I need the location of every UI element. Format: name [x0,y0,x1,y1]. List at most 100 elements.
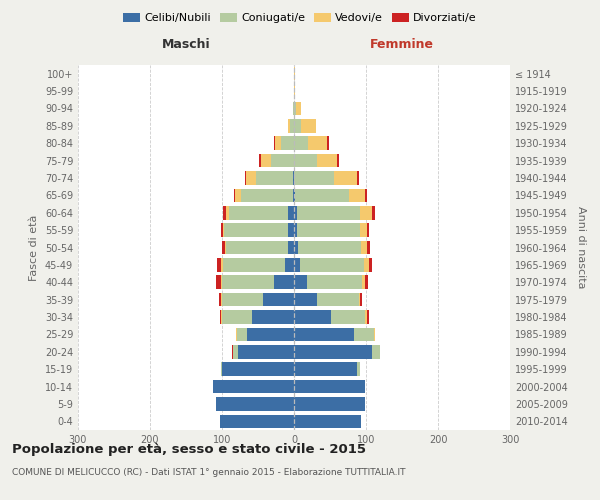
Bar [261,154,271,168]
Bar [252,310,294,324]
Bar [360,224,367,237]
Bar [223,258,286,272]
Bar [294,102,296,115]
Legend: Celibi/Nubili, Coniugati/e, Vedovi/e, Divorziati/e: Celibi/Nubili, Coniugati/e, Vedovi/e, Di… [119,8,481,28]
Bar [220,310,221,324]
Bar [334,171,358,185]
Bar [295,188,349,202]
Bar [358,362,359,376]
Bar [237,328,247,341]
Bar [274,276,294,289]
Bar [294,84,295,98]
Bar [317,293,359,306]
Bar [225,240,226,254]
Bar [369,258,373,272]
Bar [294,136,308,150]
Bar [349,188,365,202]
Bar [367,310,369,324]
Bar [359,206,373,220]
Bar [263,293,294,306]
Bar [294,345,372,358]
Bar [247,171,256,185]
Bar [294,414,361,428]
Bar [290,119,294,132]
Bar [294,171,334,185]
Bar [362,276,365,289]
Bar [367,224,369,237]
Bar [372,345,380,358]
Bar [271,154,294,168]
Bar [226,206,229,220]
Bar [221,293,222,306]
Bar [245,171,247,185]
Bar [222,240,225,254]
Bar [294,397,365,410]
Bar [294,224,297,237]
Bar [287,224,294,237]
Bar [214,380,294,394]
Bar [361,240,367,254]
Bar [275,136,281,150]
Bar [222,362,294,376]
Bar [222,293,263,306]
Bar [365,310,367,324]
Bar [308,136,327,150]
Bar [287,119,290,132]
Bar [286,258,294,272]
Bar [294,67,295,80]
Text: Maschi: Maschi [161,38,211,51]
Bar [365,188,367,202]
Bar [367,240,370,254]
Bar [288,206,294,220]
Text: Popolazione per età, sesso e stato civile - 2015: Popolazione per età, sesso e stato civil… [12,442,366,456]
Bar [364,258,369,272]
Bar [294,362,358,376]
Bar [294,293,317,306]
Bar [274,136,275,150]
Bar [221,310,222,324]
Bar [373,206,376,220]
Bar [241,188,293,202]
Bar [259,154,261,168]
Bar [256,171,293,185]
Text: COMUNE DI MELICUCCO (RC) - Dati ISTAT 1° gennaio 2015 - Elaborazione TUTTITALIA.: COMUNE DI MELICUCCO (RC) - Dati ISTAT 1°… [12,468,406,477]
Bar [297,206,359,220]
Bar [294,206,297,220]
Bar [301,119,316,132]
Bar [294,310,331,324]
Bar [234,188,235,202]
Bar [327,136,329,150]
Bar [222,310,252,324]
Bar [221,362,222,376]
Bar [354,328,374,341]
Bar [221,258,223,272]
Bar [294,380,365,394]
Bar [293,171,294,185]
Bar [247,328,294,341]
Bar [281,136,294,150]
Y-axis label: Anni di nascita: Anni di nascita [576,206,586,289]
Bar [359,293,360,306]
Bar [235,188,241,202]
Bar [216,276,221,289]
Bar [301,258,364,272]
Bar [296,102,301,115]
Bar [238,345,294,358]
Bar [365,276,368,289]
Bar [374,328,376,341]
Bar [223,206,226,220]
Bar [294,154,317,168]
Bar [216,397,294,410]
Bar [233,345,238,358]
Bar [337,154,338,168]
Bar [294,188,295,202]
Bar [294,119,301,132]
Bar [294,258,301,272]
Bar [360,293,362,306]
Bar [236,328,237,341]
Bar [307,276,362,289]
Bar [223,224,224,237]
Bar [217,258,221,272]
Bar [220,414,294,428]
Bar [294,240,298,254]
